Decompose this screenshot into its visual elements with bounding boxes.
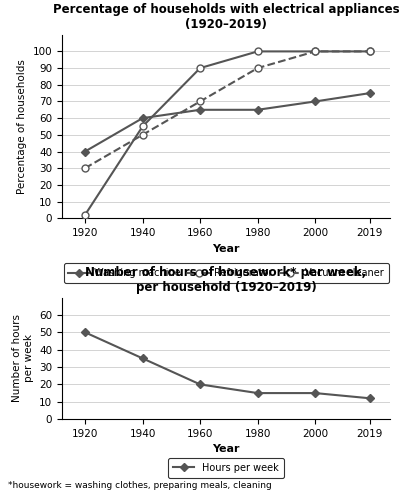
Title: Number of hours of housework* per week,
per household (1920–2019): Number of hours of housework* per week, … [85, 266, 367, 294]
X-axis label: Year: Year [212, 444, 240, 454]
Y-axis label: Number of hours
per week: Number of hours per week [12, 314, 34, 402]
Title: Percentage of households with electrical appliances
(1920–2019): Percentage of households with electrical… [53, 3, 399, 31]
X-axis label: Year: Year [212, 244, 240, 253]
Legend: Washing machine, Refrigerator, Vacuum cleaner: Washing machine, Refrigerator, Vacuum cl… [64, 263, 389, 283]
Legend: Hours per week: Hours per week [168, 458, 284, 478]
Text: *housework = washing clothes, preparing meals, cleaning: *housework = washing clothes, preparing … [8, 481, 272, 490]
Y-axis label: Percentage of households: Percentage of households [17, 59, 27, 194]
